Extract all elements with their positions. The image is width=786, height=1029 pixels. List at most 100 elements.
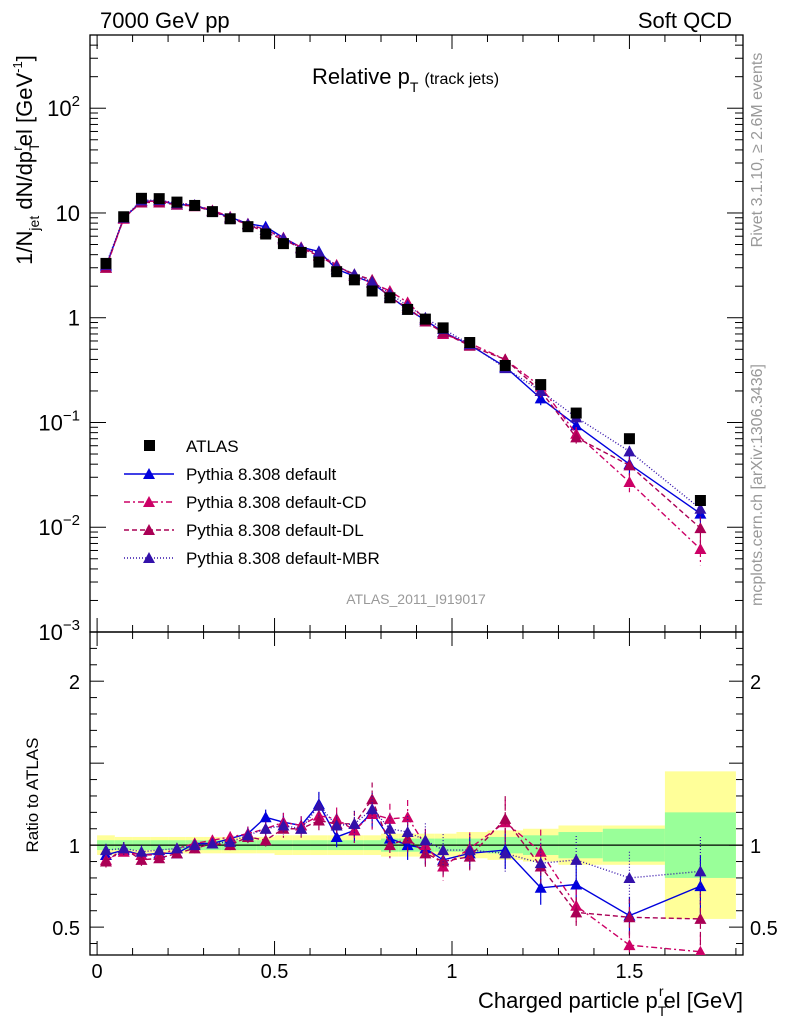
atlas-point: [153, 193, 165, 205]
atlas-point: [570, 407, 582, 419]
ratio-tick-label-left-2: 2: [69, 672, 80, 694]
ratio-point-series-1: [623, 939, 636, 951]
main-series-layer: [99, 192, 707, 566]
atlas-point: [402, 303, 414, 315]
y-tick-labels: 10−3 10−2 10−1 1 10 102: [38, 93, 80, 645]
ratio-line-series-1: [105, 813, 701, 953]
atlas-point: [499, 359, 511, 371]
atlas-point: [384, 292, 396, 304]
ratio-point-series-3: [312, 799, 325, 811]
atlas-point: [224, 213, 236, 225]
header-left: 7000 GeV pp: [100, 8, 230, 33]
plot-title-sub: T: [410, 79, 419, 95]
main-point-series-0: [570, 419, 583, 431]
ratio-y-axis-label: Ratio to ATLAS: [23, 738, 42, 853]
ratio-point-series-2: [419, 847, 432, 859]
atlas-point: [189, 199, 201, 211]
main-point-series-0: [534, 392, 547, 404]
ratio-point-series-3: [99, 844, 112, 856]
legend-label-cd: Pythia 8.308 default-CD: [186, 493, 367, 512]
ratio-tick-label-right-0: 0.5: [750, 918, 778, 940]
ratio-point-series-0: [534, 881, 547, 893]
atlas-point: [464, 337, 476, 349]
atlas-point: [623, 433, 635, 445]
ratio-point-series-3: [499, 847, 512, 859]
main-point-series-2: [570, 431, 583, 443]
x-tick-label-2: 1: [446, 961, 457, 983]
legend-marker-cd: [143, 496, 155, 507]
main-point-series-1: [694, 542, 707, 554]
atlas-point: [331, 266, 343, 278]
ratio-point-series-0: [259, 811, 272, 823]
ratio-point-series-3: [330, 819, 343, 831]
ratio-point-series-3: [419, 834, 432, 846]
main-point-series-2: [694, 522, 707, 534]
plot-title-note: (track jets): [424, 71, 499, 88]
mcplots-label: mcplots.cern.ch [arXiv:1306.3436]: [749, 364, 766, 606]
main-frame: [89, 34, 744, 633]
atlas-point: [206, 206, 218, 218]
ratio-tick-labels: 0.5 1 2 0.5 1 2: [52, 672, 778, 940]
ratio-point-series-3: [366, 803, 379, 815]
ratio-point-series-3: [206, 837, 219, 849]
x-tick-labels: 0 0.5 1 1.5: [92, 961, 644, 983]
ratio-point-series-3: [224, 835, 237, 847]
ratio-point-series-2: [99, 855, 112, 867]
ratio-point-series-3: [623, 871, 636, 883]
ratio-series-layer: [99, 782, 707, 955]
main-point-series-2: [623, 459, 636, 471]
ratio-point-series-0: [401, 839, 414, 851]
legend-label-atlas: ATLAS: [186, 437, 239, 456]
main-point-series-1: [623, 476, 636, 488]
ratio-point-series-3: [135, 845, 148, 857]
ratio-point-series-3: [170, 842, 183, 854]
x-tick-label-0: 0: [92, 961, 103, 983]
atlas-point: [694, 495, 706, 507]
ratio-point-series-2: [259, 834, 272, 846]
ratio-point-series-2: [437, 855, 450, 867]
y-tick-label-2: 10−1: [38, 407, 80, 435]
atlas-point: [118, 211, 130, 223]
main-point-series-3: [694, 502, 707, 514]
ratio-frame: [89, 631, 744, 956]
ratio-point-series-3: [437, 844, 450, 856]
ratio-point-series-2: [623, 911, 636, 923]
ratio-tick-label-left-0: 0.5: [52, 918, 80, 940]
ratio-point-series-3: [348, 817, 361, 829]
atlas-point: [366, 285, 378, 297]
ratio-point-series-1: [383, 812, 396, 824]
main-point-series-3: [534, 384, 547, 396]
y-tick-label-3: 1: [68, 306, 80, 331]
legend-label-mbr: Pythia 8.308 default-MBR: [186, 549, 380, 568]
legend: ATLAS Pythia 8.308 default Pythia 8.308 …: [124, 437, 380, 568]
atlas-point: [419, 313, 431, 325]
x-axis-label: Charged particle pTrel [GeV]: [478, 983, 743, 1019]
ratio-point-series-2: [366, 793, 379, 805]
ratio-point-series-3: [277, 819, 290, 831]
atlas-point: [135, 192, 147, 204]
y-axis-label: 1/Njet dN/dpTrel [GeV-1]: [9, 55, 42, 265]
atlas-point: [295, 246, 307, 258]
y-tick-label-4: 10: [56, 201, 80, 226]
analysis-id: ATLAS_2011_I919017: [346, 591, 486, 607]
ratio-tick-label-right-2: 2: [750, 672, 761, 694]
ratio-point-series-2: [312, 814, 325, 826]
ratio-point-series-0: [570, 878, 583, 890]
plot-title-main: Relative p: [312, 64, 410, 89]
legend-marker-atlas: [144, 440, 155, 451]
ratio-point-series-3: [188, 839, 201, 851]
ratio-point-series-3: [383, 822, 396, 834]
ratio-point-series-2: [383, 839, 396, 851]
y-tick-label-0: 10−3: [38, 617, 80, 645]
legend-marker-dl: [143, 524, 155, 535]
ratio-point-series-3: [259, 822, 272, 834]
atlas-point: [313, 256, 325, 268]
legend-marker-default: [143, 468, 155, 479]
ratio-point-series-3: [570, 853, 583, 865]
ratio-point-series-0: [383, 832, 396, 844]
legend-label-dl: Pythia 8.308 default-DL: [186, 521, 364, 540]
ratio-point-series-3: [463, 844, 476, 856]
ratio-point-series-3: [401, 826, 414, 838]
legend-marker-mbr: [143, 552, 155, 563]
